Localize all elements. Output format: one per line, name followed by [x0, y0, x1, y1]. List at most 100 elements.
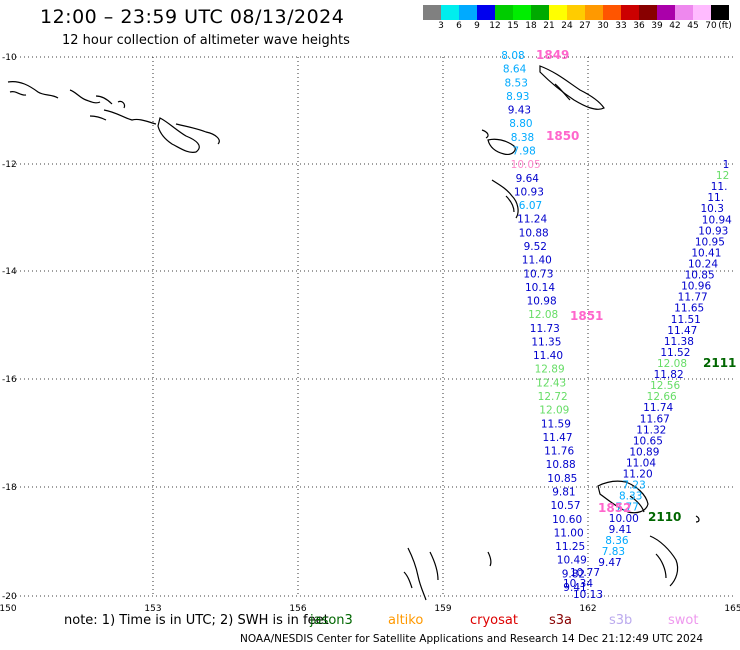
- wave-height-value: 11.20: [623, 469, 653, 481]
- wave-height-value: 11.38: [664, 336, 694, 348]
- wave-height-value: 12.56: [650, 380, 680, 392]
- pass-time-label: 2110: [648, 510, 681, 524]
- coastline-island: [539, 65, 605, 110]
- wave-height-value: 10.95: [695, 236, 725, 248]
- wave-height-value: 10.24: [688, 259, 718, 271]
- colorbar-swatch: [459, 5, 477, 20]
- footer-note: note: 1) Time is in UTC; 2) SWH is in fe…: [64, 613, 329, 628]
- pass-time-label: 1851: [570, 309, 603, 323]
- coastline-island: [597, 480, 649, 514]
- map-title: 12:00 – 23:59 UTC 08/13/2024: [40, 6, 345, 28]
- longitude-tick-label: 159: [434, 604, 451, 614]
- colorbar-swatch: [585, 5, 603, 20]
- wave-height-value: 10.41: [691, 247, 721, 259]
- wave-height-value: 8.38: [511, 132, 534, 144]
- wave-height-value: 11.73: [530, 323, 560, 335]
- coastline-island: [89, 115, 107, 121]
- colorbar-swatch: [441, 5, 459, 20]
- wave-height-value: 12.08: [657, 358, 687, 370]
- wave-height-value: 9.41: [609, 524, 632, 536]
- wave-height-value: 8.08: [501, 50, 524, 62]
- colorbar-unit-label: (ft): [718, 21, 732, 31]
- wave-height-value: 10.49: [557, 555, 587, 567]
- wave-height-value: 12.72: [538, 391, 568, 403]
- wave-height-value: 10.77: [570, 567, 600, 579]
- coastline-island: [157, 117, 200, 153]
- map-subtitle: 12 hour collection of altimeter wave hei…: [62, 33, 350, 48]
- pass-time-label: 2111: [703, 356, 736, 370]
- colorbar-tick-label: 15: [507, 21, 519, 31]
- wave-height-value: 11.32: [636, 424, 666, 436]
- coastline-island: [487, 551, 492, 567]
- wave-height-value: 11.: [711, 181, 728, 193]
- wave-height-value: 11.35: [531, 337, 561, 349]
- wave-height-value: 10.3: [701, 203, 724, 215]
- wave-height-value: 12.09: [539, 405, 569, 417]
- colorbar-swatch: [423, 5, 441, 20]
- legend-altiko: altiko: [388, 613, 424, 628]
- wave-height-value: 12.89: [535, 364, 565, 376]
- wave-height-value: 10.85: [685, 270, 715, 282]
- colorbar-swatch: [549, 5, 567, 20]
- coastline-island: [629, 495, 645, 513]
- wave-height-value: 11.52: [660, 347, 690, 359]
- wave-height-value: 11.76: [544, 446, 574, 458]
- wave-height-value: 8.64: [503, 64, 527, 76]
- legend-jason3: jason3: [310, 613, 353, 628]
- wave-height-value: 8.33: [619, 491, 642, 503]
- legend-s3a: s3a: [549, 613, 573, 628]
- pass-time-labels: 1849 1850 1851 1852 2111 2110: [536, 48, 736, 524]
- wave-height-value: 10.94: [702, 214, 732, 226]
- coastline-island: [487, 138, 516, 155]
- coastline-island: [491, 179, 519, 219]
- colorbar-tick-label: 21: [543, 21, 555, 31]
- colorbar-tick-label: 45: [687, 21, 699, 31]
- wave-height-value: 10.34: [563, 578, 593, 590]
- wave-height-value: 9.47: [598, 557, 621, 569]
- coastline-island: [554, 83, 571, 101]
- wave-height-value: 11.65: [674, 303, 704, 315]
- wave-height-value: 10.05: [511, 159, 541, 171]
- wave-height-value: 11.47: [667, 325, 697, 337]
- wave-height-value: 11.59: [541, 418, 571, 430]
- wave-height-value: 11.51: [671, 314, 701, 326]
- wave-height-value: 12: [716, 170, 729, 182]
- coastline-island: [695, 515, 700, 523]
- legend-cryosat: cryosat: [470, 613, 518, 628]
- coastline-island: [655, 553, 667, 579]
- colorbar-tick-label: 36: [633, 21, 645, 31]
- wave-height-value: 7.77: [616, 502, 639, 514]
- wave-height-value: 7.83: [602, 546, 625, 558]
- colorbar-tick-label: 39: [651, 21, 663, 31]
- wave-height-value: 10.85: [547, 473, 577, 485]
- wave-height-value: 10.89: [629, 446, 659, 458]
- wave-height-value: 10.00: [609, 513, 639, 525]
- credit-line: NOAA/NESDIS Center for Satellite Applica…: [240, 633, 704, 645]
- wave-height-value: 9.64: [516, 173, 540, 185]
- coastline-island: [9, 90, 27, 96]
- colorbar-swatch: [567, 5, 585, 20]
- colorbar-swatch: [495, 5, 513, 20]
- colorbar-swatch: [513, 5, 531, 20]
- colorbar-swatch: [531, 5, 549, 20]
- wave-height-value: 9.52: [524, 241, 547, 253]
- colorbar-tick-label: 42: [669, 21, 681, 31]
- wave-height-value: 11.74: [643, 402, 673, 414]
- wave-height-value: 12.08: [528, 309, 558, 321]
- coastline-island: [429, 551, 439, 581]
- coastline-island: [7, 81, 59, 99]
- wave-height-value: 10.57: [550, 500, 580, 512]
- colorbar-tick-label: 12: [489, 21, 501, 31]
- coastline-island: [117, 100, 126, 109]
- wave-height-value: 1: [723, 159, 730, 171]
- wave-height-value: 11.67: [640, 413, 670, 425]
- wave-height-value: 10.60: [552, 514, 582, 526]
- coastline-island: [407, 547, 427, 601]
- wave-height-value: 11.77: [678, 292, 708, 304]
- wave-height-value: 11.24: [517, 214, 547, 226]
- colorbar-tick-label: 33: [615, 21, 627, 31]
- wave-height-value: 8.36: [605, 535, 629, 547]
- longitude-tick-label: 156: [289, 604, 306, 614]
- wave-height-value: 7.98: [512, 146, 535, 158]
